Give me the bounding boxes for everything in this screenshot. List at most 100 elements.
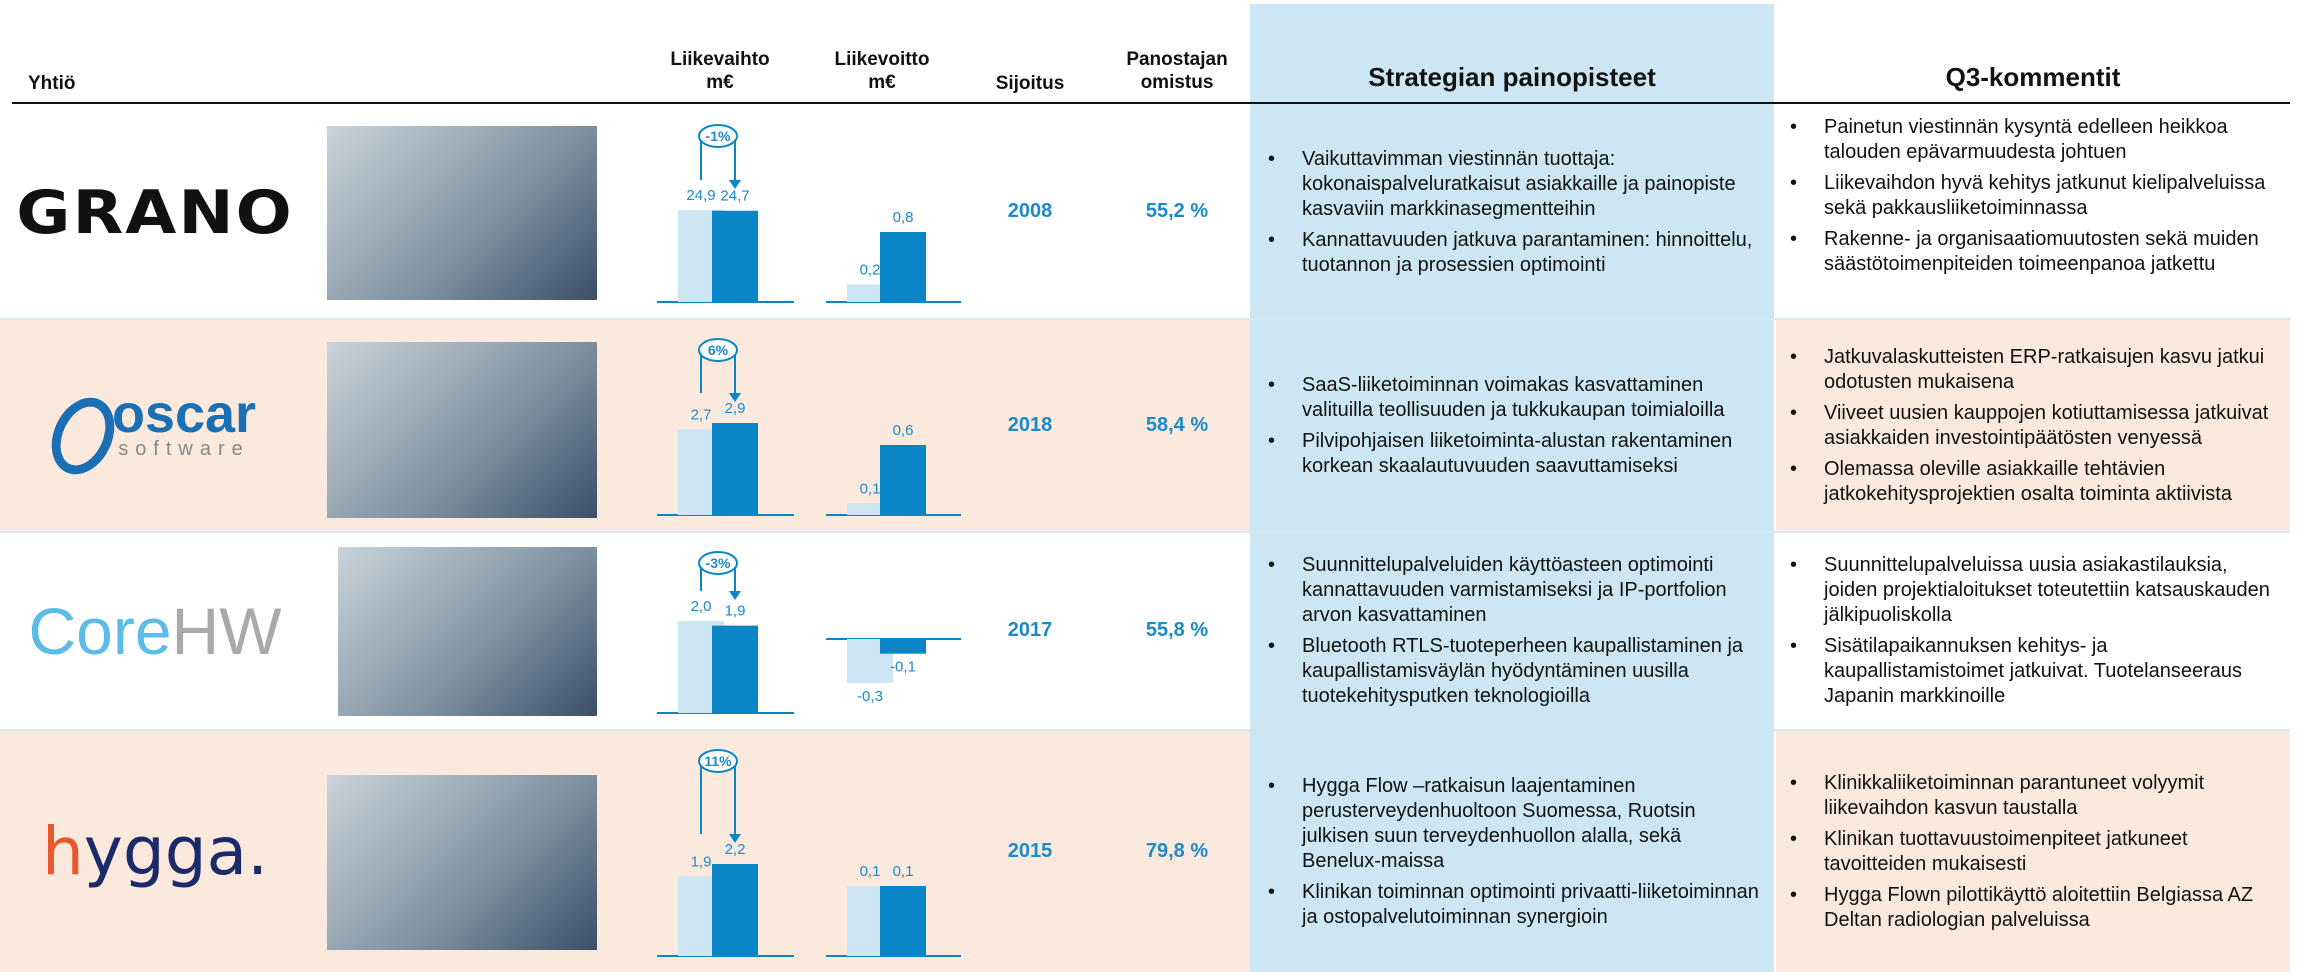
strategy-item: •Suunnittelupalveluiden käyttöasteen opt… xyxy=(1302,553,1764,628)
logo-text: GRANO xyxy=(16,174,293,251)
header-line: m€ xyxy=(812,71,952,94)
strategy-text: Bluetooth RTLS-tuoteperheen kaupallistam… xyxy=(1302,634,1764,709)
change-arrow xyxy=(729,591,741,600)
logo-part: ygga. xyxy=(84,813,268,890)
strategy-text: Pilvipohjaisen liiketoiminta-alustan rak… xyxy=(1302,429,1764,479)
strategy-list: •Hygga Flow –ratkaisun laajentaminen per… xyxy=(1302,737,1764,966)
page: Yhtiö Liikevaihtom€ Liikevoittom€ Sijoit… xyxy=(0,0,2301,972)
logo-part: HW xyxy=(172,593,282,669)
value-label: 1,9 xyxy=(725,603,746,620)
header-rule xyxy=(12,102,2290,104)
photo xyxy=(338,547,597,716)
header-line: Liikevaihto xyxy=(650,48,790,71)
bar xyxy=(880,232,926,302)
strategy-item: •Pilvipohjaisen liiketoiminta-alustan ra… xyxy=(1302,429,1764,479)
comments-text: Klinikan tuottavuustoimenpiteet jatkunee… xyxy=(1824,827,2276,877)
bullet: • xyxy=(1268,634,1275,659)
strategy-list: •Suunnittelupalveluiden käyttöasteen opt… xyxy=(1302,539,1764,723)
bullet: • xyxy=(1268,553,1275,578)
bullet: • xyxy=(1268,147,1275,172)
comments-item: •Klinikkaliiketoiminnan parantuneet voly… xyxy=(1824,771,2276,821)
value-label: 0,2 xyxy=(860,262,881,279)
change-connector xyxy=(701,563,735,591)
comments-list: •Suunnittelupalveluissa uusia asiakastil… xyxy=(1824,539,2276,723)
bullet: • xyxy=(1268,228,1275,253)
bullet: • xyxy=(1790,883,1797,908)
strategy-text: Vaikuttavimman viestinnän tuottaja: koko… xyxy=(1302,147,1764,222)
header-line: Liikevoitto xyxy=(812,48,952,71)
bullet: • xyxy=(1790,401,1797,426)
comments-text: Sisätilapaikannuksen kehitys- ja kaupall… xyxy=(1824,634,2276,709)
ownership: 58,4 % xyxy=(1117,414,1237,437)
strategy-list: •SaaS-liiketoiminnan voimakas kasvattami… xyxy=(1302,326,1764,525)
ownership: 79,8 % xyxy=(1117,840,1237,863)
change-pill xyxy=(699,125,737,147)
comments-item: •Rakenne- ja organisaatiomuutosten sekä … xyxy=(1824,227,2276,277)
value-label: -0,3 xyxy=(857,688,883,705)
header-line: Panostajan xyxy=(1107,48,1247,71)
comments-item: •Viiveet uusien kauppojen kotiuttamisess… xyxy=(1824,401,2276,451)
header-line: m€ xyxy=(650,71,790,94)
logo-part: Core xyxy=(28,593,171,669)
change-label: -1% xyxy=(706,128,731,144)
bar xyxy=(880,639,926,654)
photo xyxy=(327,126,597,300)
comments-item: •Hygga Flown pilottikäyttö aloitettiin B… xyxy=(1824,883,2276,933)
header-company: Yhtiö xyxy=(28,72,76,95)
header-strategy: Strategian painopisteet xyxy=(1250,66,1774,89)
bullet: • xyxy=(1790,553,1797,578)
value-label: 0,8 xyxy=(893,209,914,226)
comments-list: •Klinikkaliiketoiminnan parantuneet voly… xyxy=(1824,737,2276,966)
comments-item: •Jatkuvalaskutteisten ERP-ratkaisujen ka… xyxy=(1824,345,2276,395)
investment-year: 2015 xyxy=(970,840,1090,863)
comments-text: Rakenne- ja organisaatiomuutosten sekä m… xyxy=(1824,227,2276,277)
comments-text: Liikevaihdon hyvä kehitys jatkunut kieli… xyxy=(1824,171,2276,221)
comments-list: •Jatkuvalaskutteisten ERP-ratkaisujen ka… xyxy=(1824,326,2276,525)
value-label: 2,0 xyxy=(691,598,712,615)
logo: hygga. xyxy=(20,731,290,972)
bullet: • xyxy=(1268,880,1275,905)
value-label: 24,7 xyxy=(720,188,749,205)
strategy-item: •SaaS-liiketoiminnan voimakas kasvattami… xyxy=(1302,373,1764,423)
comments-item: •Sisätilapaikannuksen kehitys- ja kaupal… xyxy=(1824,634,2276,709)
comments-text: Olemassa oleville asiakkaille tehtävien … xyxy=(1824,457,2276,507)
comments-text: Suunnittelupalveluissa uusia asiakastila… xyxy=(1824,553,2276,628)
strategy-text: SaaS-liiketoiminnan voimakas kasvattamin… xyxy=(1302,373,1764,423)
bullet: • xyxy=(1790,634,1797,659)
strategy-item: •Vaikuttavimman viestinnän tuottaja: kok… xyxy=(1302,147,1764,222)
comments-item: •Suunnittelupalveluissa uusia asiakastil… xyxy=(1824,553,2276,628)
strategy-item: •Klinikan toiminnan optimointi privaatti… xyxy=(1302,880,1764,930)
header-line: omistus xyxy=(1107,71,1247,94)
strategy-item: •Hygga Flow –ratkaisun laajentaminen per… xyxy=(1302,774,1764,874)
strategy-text: Suunnittelupalveluiden käyttöasteen opti… xyxy=(1302,553,1764,628)
logo-part: h xyxy=(42,813,84,890)
bullet: • xyxy=(1790,771,1797,796)
ownership: 55,2 % xyxy=(1117,200,1237,223)
logo-part: software xyxy=(112,438,256,461)
comments-item: •Painetun viestinnän kysyntä edelleen he… xyxy=(1824,115,2276,165)
comments-text: Viiveet uusien kauppojen kotiuttamisessa… xyxy=(1824,401,2276,451)
comments-item: •Klinikan tuottavuustoimenpiteet jatkune… xyxy=(1824,827,2276,877)
ownership: 55,8 % xyxy=(1117,619,1237,642)
bar xyxy=(712,626,758,713)
change-label: -3% xyxy=(706,555,731,571)
comments-item: •Olemassa oleville asiakkaille tehtävien… xyxy=(1824,457,2276,507)
bullet: • xyxy=(1790,227,1797,252)
bullet: • xyxy=(1268,373,1275,398)
comments-list: •Painetun viestinnän kysyntä edelleen he… xyxy=(1824,112,2276,312)
strategy-text: Klinikan toiminnan optimointi privaatti-… xyxy=(1302,880,1764,930)
bullet: • xyxy=(1790,171,1797,196)
photo xyxy=(327,775,597,950)
logo: GRANO xyxy=(20,106,290,318)
change-arrow xyxy=(729,180,741,189)
logo-part: GRANO xyxy=(16,177,293,246)
header-year: Sijoitus xyxy=(970,72,1090,95)
bar xyxy=(847,639,893,683)
change-pill xyxy=(699,552,737,574)
value-label: -0,1 xyxy=(890,659,916,676)
